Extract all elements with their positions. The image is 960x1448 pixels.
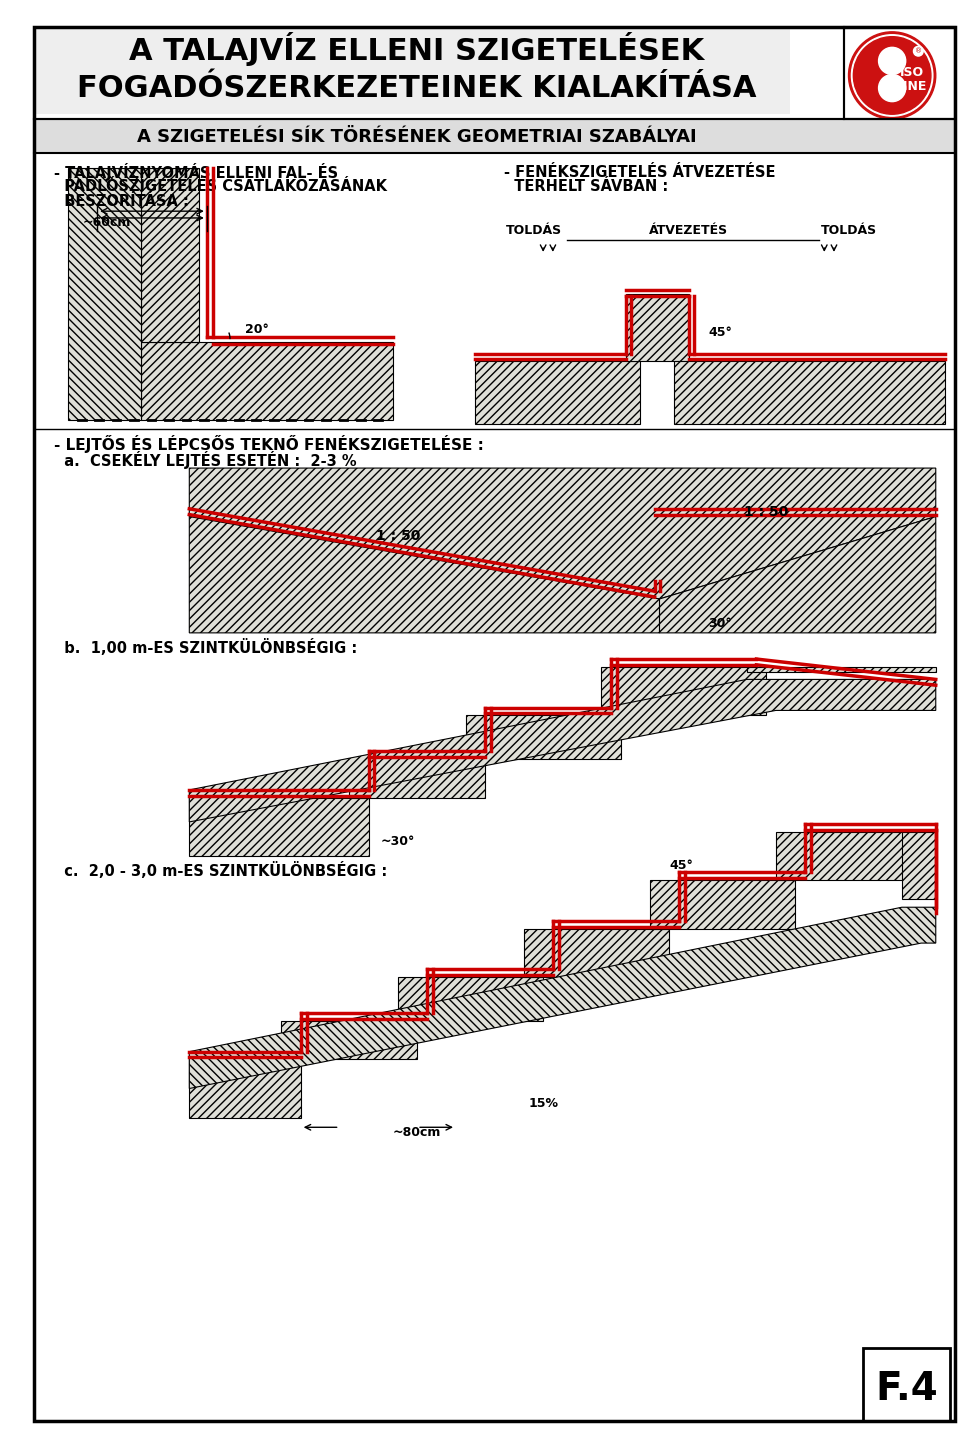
Text: a.  CSEKÉLY LEJTÉS ESETÉN :  2-3 %: a. CSEKÉLY LEJTÉS ESETÉN : 2-3 % — [54, 452, 356, 469]
Text: ~60cm: ~60cm — [83, 216, 132, 229]
Text: - LEJTŐS ÉS LÉPCSŐS TEKNŐ FENÉKSZIGETELÉSE :: - LEJTŐS ÉS LÉPCSŐS TEKNŐ FENÉKSZIGETELÉ… — [54, 434, 484, 453]
Circle shape — [878, 48, 905, 74]
Polygon shape — [349, 759, 485, 798]
Polygon shape — [189, 517, 660, 633]
Text: 45°: 45° — [669, 859, 693, 872]
Circle shape — [853, 36, 931, 114]
Polygon shape — [68, 168, 141, 420]
Polygon shape — [475, 362, 640, 424]
Text: 30°: 30° — [708, 617, 732, 630]
Polygon shape — [189, 908, 936, 1089]
Text: A SZIGETELÉSI SÍK TÖRÉSÉNEK GEOMETRIAI SZABÁLYAI: A SZIGETELÉSI SÍK TÖRÉSÉNEK GEOMETRIAI S… — [137, 127, 697, 146]
Polygon shape — [650, 880, 795, 928]
Text: LINE: LINE — [896, 80, 927, 93]
Polygon shape — [189, 1060, 300, 1118]
Polygon shape — [189, 798, 369, 856]
Circle shape — [914, 46, 924, 56]
Polygon shape — [601, 666, 766, 715]
Text: 1 : 50: 1 : 50 — [744, 505, 788, 518]
Text: 45°: 45° — [708, 326, 732, 339]
Polygon shape — [466, 715, 621, 759]
Bar — [863, 1348, 950, 1420]
Polygon shape — [397, 977, 543, 1021]
Text: ~80cm: ~80cm — [393, 1125, 442, 1138]
Polygon shape — [281, 1021, 418, 1060]
Polygon shape — [901, 831, 936, 899]
Polygon shape — [747, 666, 936, 672]
Text: ÁTVEZETÉS: ÁTVEZETÉS — [649, 224, 728, 237]
Bar — [844, 28, 955, 119]
Circle shape — [878, 74, 905, 101]
Circle shape — [852, 35, 933, 116]
Bar — [35, 28, 790, 114]
Text: b.  1,00 m-ES SZINTKÜLÖNBSÉGIG :: b. 1,00 m-ES SZINTKÜLÖNBSÉGIG : — [54, 639, 357, 656]
Text: ISO: ISO — [900, 67, 924, 80]
Polygon shape — [189, 468, 936, 599]
Polygon shape — [524, 928, 669, 977]
Text: - TALAJVÍZNYOMÁS ELLENI FAL- ÉS: - TALAJVÍZNYOMÁS ELLENI FAL- ÉS — [54, 164, 338, 181]
Text: F.4: F.4 — [876, 1370, 938, 1407]
Polygon shape — [660, 517, 936, 633]
Polygon shape — [626, 294, 688, 362]
Polygon shape — [141, 342, 393, 420]
Text: ~30°: ~30° — [380, 835, 415, 847]
Polygon shape — [141, 168, 199, 342]
Text: TOLDÁS: TOLDÁS — [821, 224, 876, 237]
Text: c.  2,0 - 3,0 m-ES SZINTKÜLÖNBSÉGIG :: c. 2,0 - 3,0 m-ES SZINTKÜLÖNBSÉGIG : — [54, 862, 387, 879]
Text: TOLDÁS: TOLDÁS — [505, 224, 562, 237]
Text: A TALAJVÍZ ELLENI SZIGETELÉSEK: A TALAJVÍZ ELLENI SZIGETELÉSEK — [130, 32, 705, 67]
Polygon shape — [189, 679, 936, 822]
Bar — [35, 119, 955, 153]
Text: ®: ® — [915, 48, 922, 54]
Text: 15%: 15% — [528, 1096, 558, 1109]
Text: 1 : 50: 1 : 50 — [375, 529, 420, 543]
Text: - FENÉKSZIGETELÉS ÁTVEZETÉSE: - FENÉKSZIGETELÉS ÁTVEZETÉSE — [504, 165, 776, 180]
Circle shape — [849, 32, 936, 119]
Text: 20°: 20° — [245, 323, 269, 336]
Text: BESZORÍTÁSA :: BESZORÍTÁSA : — [54, 194, 188, 209]
Text: FOGADÓSZERKEZETEINEK KIALAKÍTÁSA: FOGADÓSZERKEZETEINEK KIALAKÍTÁSA — [78, 74, 756, 103]
Polygon shape — [674, 362, 946, 424]
Polygon shape — [776, 831, 922, 880]
Text: TERHELT SÁVBAN :: TERHELT SÁVBAN : — [504, 180, 668, 194]
Text: PADLÓSZIGETELÉS CSATLAKOZÁSÁNAK: PADLÓSZIGETELÉS CSATLAKOZÁSÁNAK — [54, 180, 387, 194]
